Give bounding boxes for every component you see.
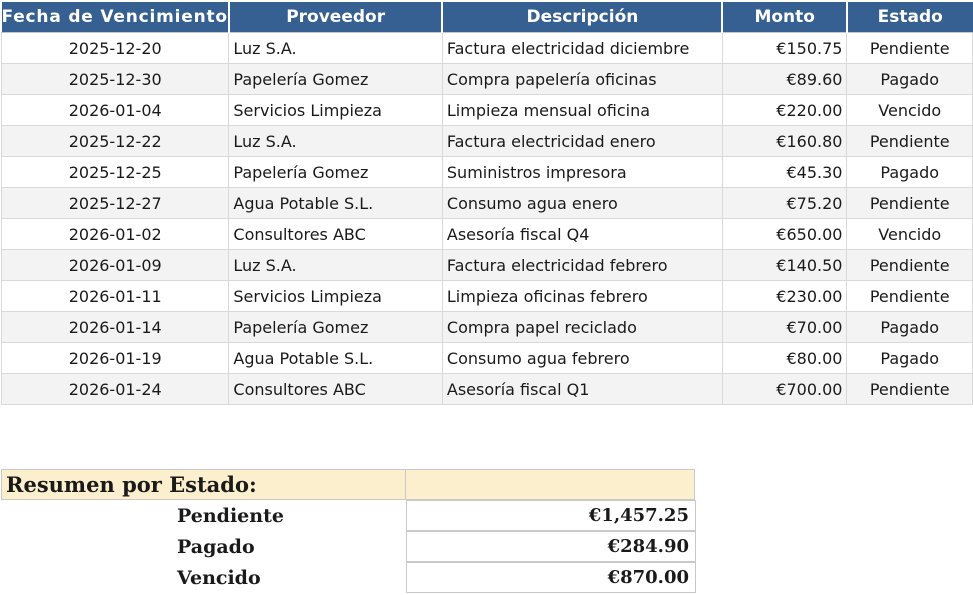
cell-estado: Pendiente <box>846 125 973 157</box>
summary-label-pagado: Pagado <box>177 535 255 558</box>
cell-estado: Pagado <box>846 342 973 374</box>
cell-monto: €230.00 <box>721 280 848 312</box>
cell-monto: €220.00 <box>721 94 848 126</box>
summary-row-pagado: Pagado €284.90 <box>1 531 696 562</box>
column-header-proveedor-label: Proveedor <box>286 7 386 27</box>
cell-fecha: 2026-01-09 <box>0 249 230 281</box>
summary-section: Resumen por Estado: Pendiente €1,457.25 … <box>1 469 696 593</box>
column-header-fecha-label: Fecha de Vencimiento <box>1 7 228 27</box>
table-row: 2026-01-19 Agua Potable S.L. Consumo agu… <box>0 342 973 374</box>
cell-monto: €80.00 <box>721 342 848 374</box>
cell-proveedor: Servicios Limpieza <box>228 280 443 312</box>
cell-descripcion: Consumo agua febrero <box>441 342 723 374</box>
cell-descripcion: Limpieza oficinas febrero <box>441 280 723 312</box>
cell-descripcion: Asesoría fiscal Q1 <box>441 373 723 405</box>
summary-value-pendiente: €1,457.25 <box>406 500 696 531</box>
column-header-estado: Estado <box>846 2 973 33</box>
cell-monto: €75.20 <box>721 187 848 219</box>
cell-proveedor: Consultores ABC <box>228 218 443 250</box>
cell-monto: €89.60 <box>721 63 848 95</box>
cell-monto: €140.50 <box>721 249 848 281</box>
column-header-fecha-vencimiento: Fecha de Vencimiento <box>1 2 230 33</box>
cell-estado: Pagado <box>846 311 973 343</box>
table-row: 2026-01-02 Consultores ABC Asesoría fisc… <box>0 218 973 250</box>
cell-descripcion: Compra papelería oficinas <box>441 63 723 95</box>
summary-label-vencido: Vencido <box>177 566 261 589</box>
table-row: 2025-12-22 Luz S.A. Factura electricidad… <box>0 125 973 157</box>
cell-estado: Pagado <box>846 63 973 95</box>
table-row: 2026-01-11 Servicios Limpieza Limpieza o… <box>0 280 973 312</box>
summary-row-vencido: Vencido €870.00 <box>1 562 696 593</box>
cell-descripcion: Consumo agua enero <box>441 187 723 219</box>
cell-fecha: 2026-01-19 <box>0 342 230 374</box>
cell-estado: Pendiente <box>846 249 973 281</box>
cell-proveedor: Agua Potable S.L. <box>228 342 443 374</box>
table-row: 2025-12-25 Papelería Gomez Suministros i… <box>0 156 973 188</box>
cell-proveedor: Luz S.A. <box>228 125 443 157</box>
cell-proveedor: Papelería Gomez <box>228 63 443 95</box>
summary-header-empty-cell <box>405 469 695 500</box>
cell-proveedor: Luz S.A. <box>228 32 443 64</box>
cell-descripcion: Factura electricidad enero <box>441 125 723 157</box>
cell-fecha: 2025-12-22 <box>0 125 230 157</box>
cell-estado: Pagado <box>846 156 973 188</box>
cell-monto: €45.30 <box>721 156 848 188</box>
column-header-monto-label: Monto <box>754 7 815 27</box>
cell-proveedor: Luz S.A. <box>228 249 443 281</box>
cell-descripcion: Asesoría fiscal Q4 <box>441 218 723 250</box>
table-row: 2025-12-27 Agua Potable S.L. Consumo agu… <box>0 187 973 219</box>
table-row: 2025-12-20 Luz S.A. Factura electricidad… <box>0 32 973 64</box>
cell-descripcion: Limpieza mensual oficina <box>441 94 723 126</box>
column-header-descripcion: Descripción <box>442 2 724 33</box>
cell-fecha: 2026-01-02 <box>0 218 230 250</box>
cell-proveedor: Servicios Limpieza <box>228 94 443 126</box>
column-header-proveedor: Proveedor <box>228 2 444 33</box>
table-row: 2026-01-24 Consultores ABC Asesoría fisc… <box>0 373 973 405</box>
cell-estado: Pendiente <box>846 32 973 64</box>
cell-proveedor: Papelería Gomez <box>228 311 443 343</box>
cell-descripcion: Suministros impresora <box>441 156 723 188</box>
summary-value-vencido: €870.00 <box>406 562 696 593</box>
column-header-monto: Monto <box>722 2 848 33</box>
column-header-descripcion-label: Descripción <box>526 7 639 27</box>
cell-descripcion: Factura electricidad febrero <box>441 249 723 281</box>
cell-estado: Vencido <box>846 218 973 250</box>
cell-proveedor: Papelería Gomez <box>228 156 443 188</box>
cell-fecha: 2025-12-30 <box>0 63 230 95</box>
cell-monto: €150.75 <box>721 32 848 64</box>
summary-row-pendiente: Pendiente €1,457.25 <box>1 500 696 531</box>
cell-estado: Pendiente <box>846 280 973 312</box>
cell-fecha: 2025-12-20 <box>0 32 230 64</box>
cell-fecha: 2026-01-24 <box>0 373 230 405</box>
cell-descripcion: Compra papel reciclado <box>441 311 723 343</box>
cell-estado: Pendiente <box>846 187 973 219</box>
cell-proveedor: Agua Potable S.L. <box>228 187 443 219</box>
table-row: 2026-01-09 Luz S.A. Factura electricidad… <box>0 249 973 281</box>
invoices-table: Fecha de Vencimiento Proveedor Descripci… <box>0 2 973 405</box>
cell-monto: €160.80 <box>721 125 848 157</box>
summary-value-pagado: €284.90 <box>406 531 696 562</box>
table-row: 2026-01-04 Servicios Limpieza Limpieza m… <box>0 94 973 126</box>
cell-descripcion: Factura electricidad diciembre <box>441 32 723 64</box>
cell-proveedor: Consultores ABC <box>228 373 443 405</box>
invoices-table-header: Fecha de Vencimiento Proveedor Descripci… <box>1 2 973 33</box>
summary-title: Resumen por Estado: <box>1 469 406 500</box>
summary-label-pendiente: Pendiente <box>177 504 284 527</box>
cell-fecha: 2026-01-04 <box>0 94 230 126</box>
column-header-estado-label: Estado <box>877 7 943 27</box>
cell-fecha: 2026-01-11 <box>0 280 230 312</box>
cell-fecha: 2026-01-14 <box>0 311 230 343</box>
table-row: 2025-12-30 Papelería Gomez Compra papele… <box>0 63 973 95</box>
table-row: 2026-01-14 Papelería Gomez Compra papel … <box>0 311 973 343</box>
cell-monto: €700.00 <box>721 373 848 405</box>
summary-header-row: Resumen por Estado: <box>1 469 696 500</box>
cell-monto: €650.00 <box>721 218 848 250</box>
cell-monto: €70.00 <box>721 311 848 343</box>
header-row: Fecha de Vencimiento Proveedor Descripci… <box>1 2 973 33</box>
cell-estado: Vencido <box>846 94 973 126</box>
cell-estado: Pendiente <box>846 373 973 405</box>
cell-fecha: 2025-12-27 <box>0 187 230 219</box>
cell-fecha: 2025-12-25 <box>0 156 230 188</box>
